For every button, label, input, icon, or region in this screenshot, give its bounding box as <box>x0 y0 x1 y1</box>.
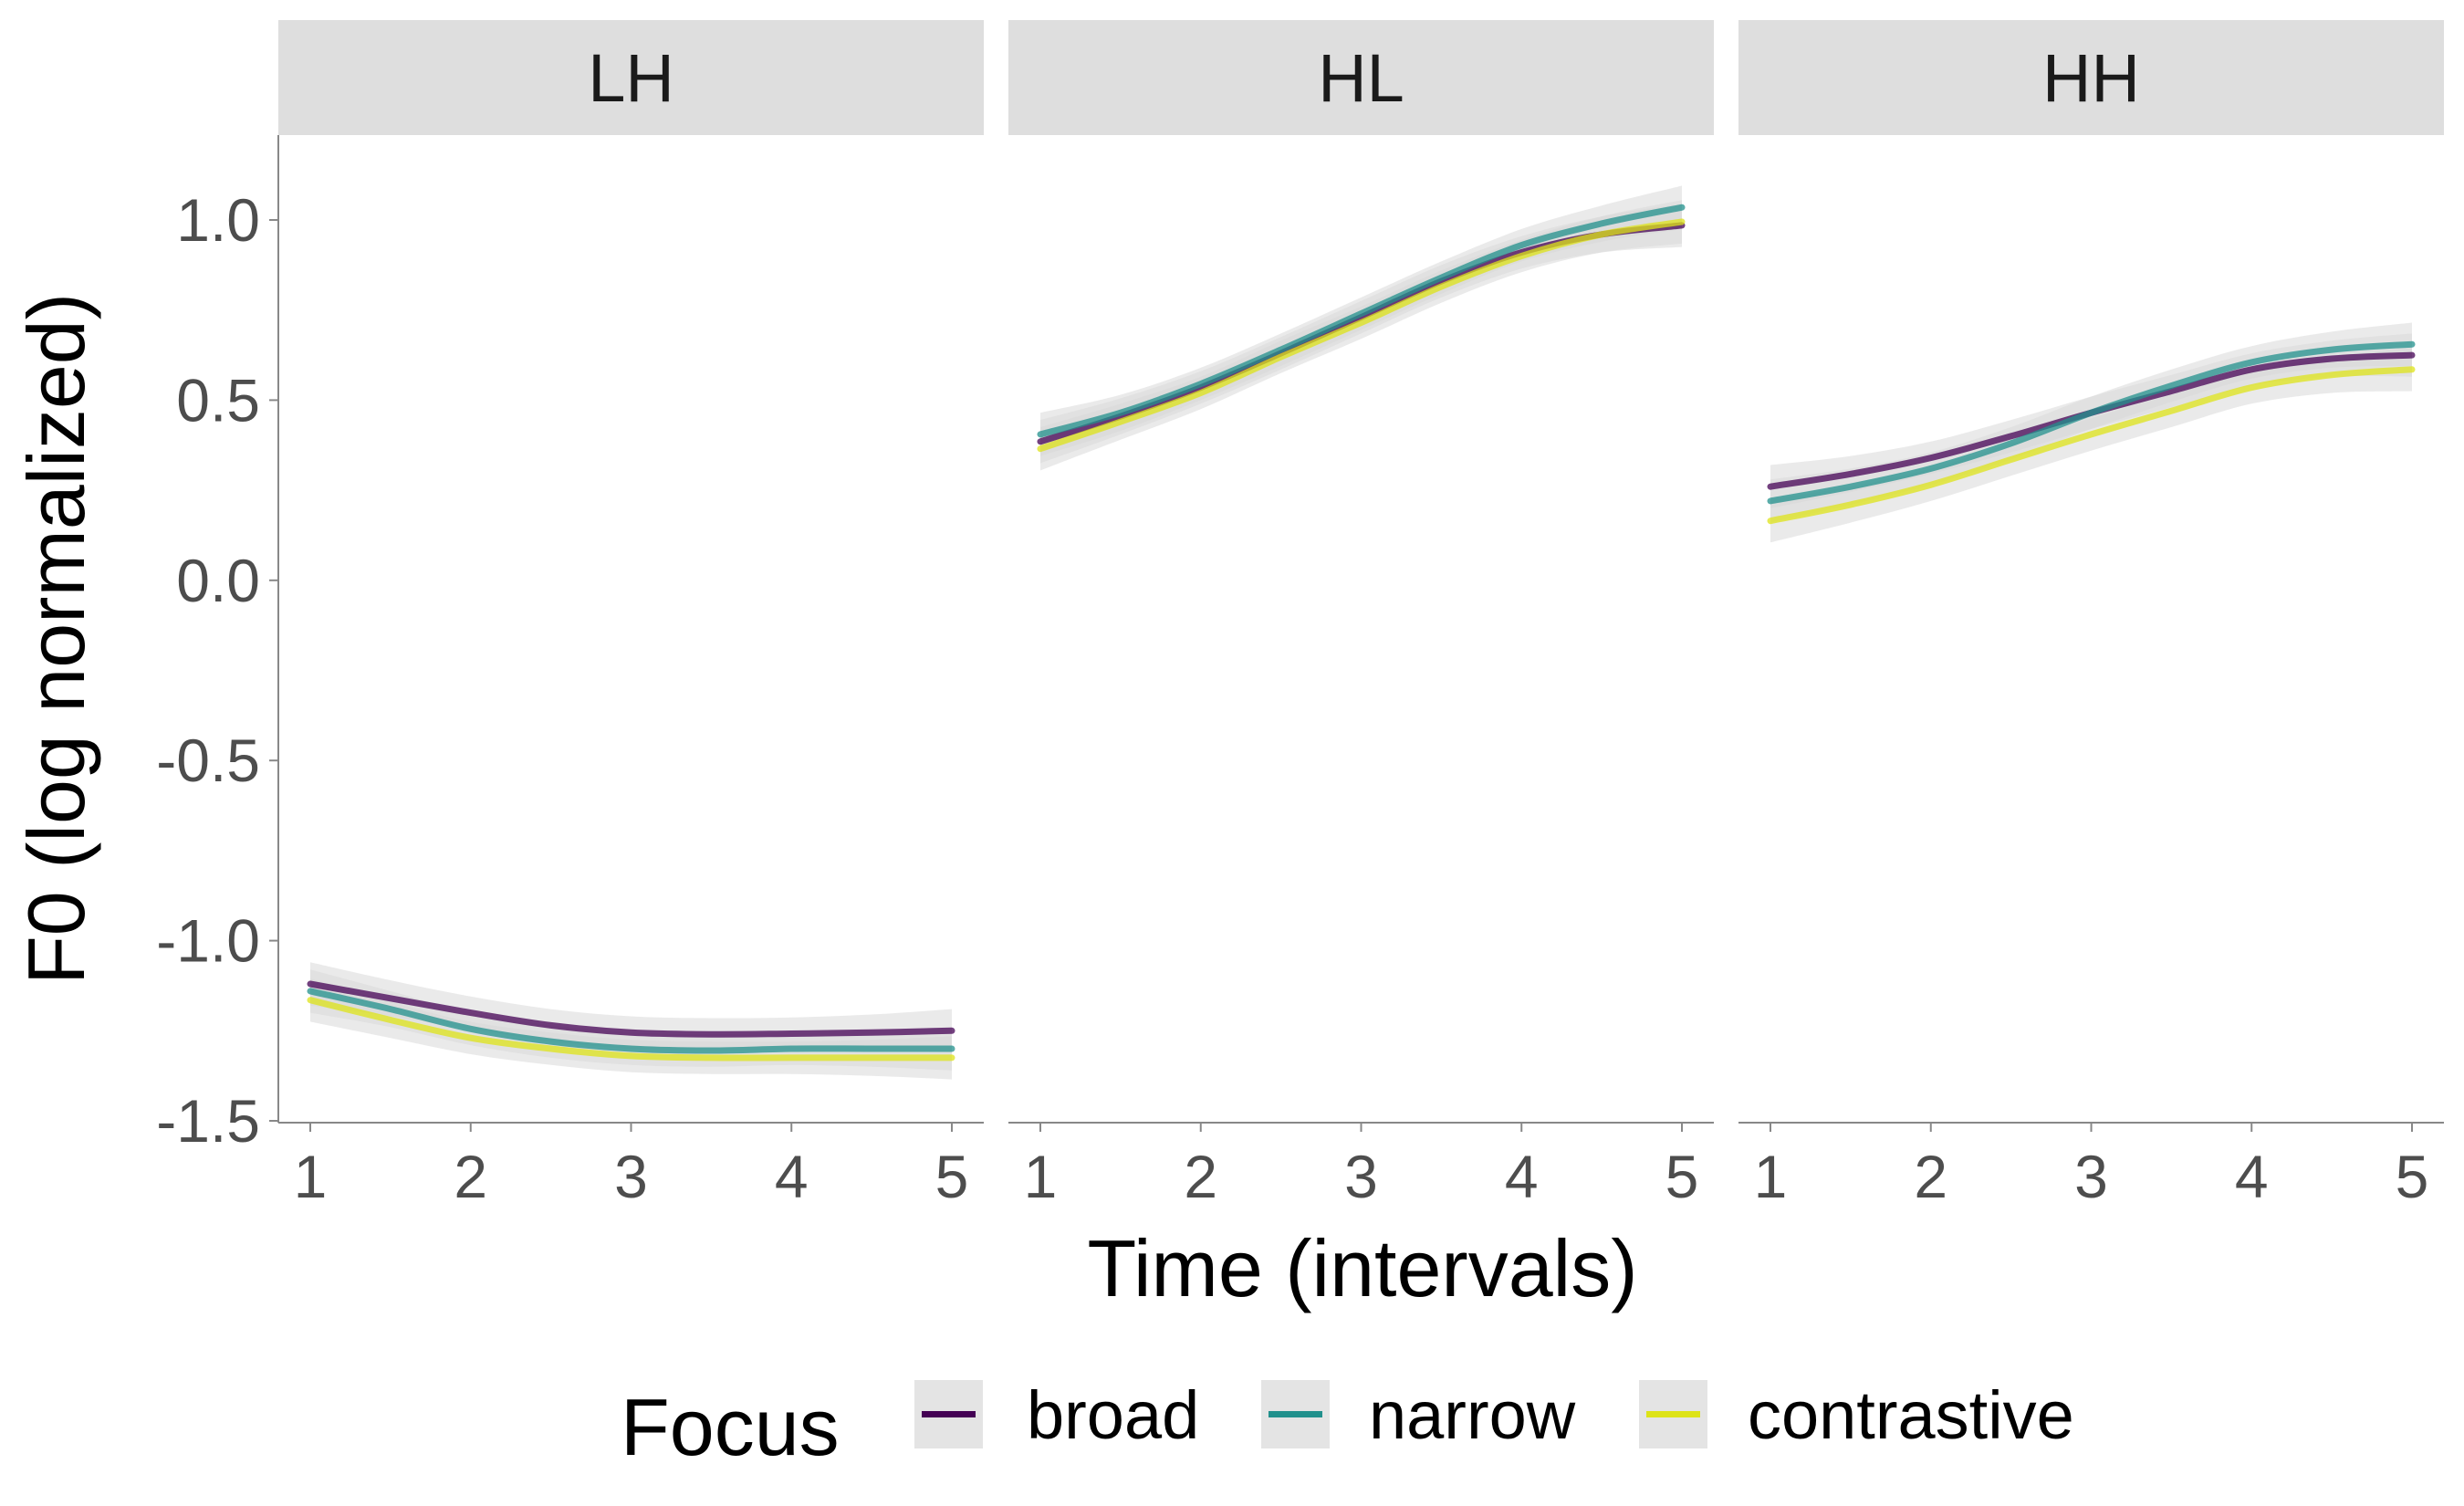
facet-label: HH <box>2042 40 2140 116</box>
confidence-band-contrastive <box>1770 348 2412 543</box>
y-tick-label: -1.0 <box>156 907 260 975</box>
series-line-contrastive <box>1767 366 2416 525</box>
series-line-contrastive <box>307 997 955 1062</box>
y-tick-label: 0.0 <box>176 547 260 614</box>
legend-item-broad: broad <box>914 1377 1199 1453</box>
confidence-band-contrastive <box>1040 200 1682 471</box>
confidence-band-broad <box>310 962 952 1052</box>
panel-hh <box>1767 322 2416 543</box>
x-tick-label: 2 <box>1184 1143 1217 1210</box>
x-tick-label: 4 <box>775 1143 809 1210</box>
x-tick-label: 5 <box>935 1143 969 1210</box>
legend-label: broad <box>1027 1377 1199 1453</box>
legend-item-narrow: narrow <box>1261 1377 1576 1453</box>
x-tick-label: 2 <box>1914 1143 1947 1210</box>
series-line-contrastive <box>1037 218 1686 453</box>
y-tick-label: 0.5 <box>176 366 260 434</box>
y-axis: 1.0 0.5 0.0 -0.5 -1.0 -1.5 <box>156 135 279 1155</box>
legend-item-contrastive: contrastive <box>1639 1377 2074 1453</box>
x-tick-label: 3 <box>1344 1143 1378 1210</box>
series-line-broad <box>307 980 955 1038</box>
x-tick-label: 1 <box>1024 1143 1058 1210</box>
y-tick-label: -0.5 <box>156 727 260 794</box>
y-tick-label: -1.5 <box>156 1087 260 1155</box>
x-tick-label: 2 <box>454 1143 487 1210</box>
facet-label: HL <box>1318 40 1404 116</box>
x-tick-label: 1 <box>294 1143 328 1210</box>
panel-lh <box>307 962 955 1080</box>
facet-strip-lh <box>278 20 984 135</box>
y-axis-title: F0 (log normalized) <box>11 293 101 985</box>
x-axis-title: Time (intervals) <box>1087 1223 1637 1313</box>
x-tick-label: 3 <box>614 1143 648 1210</box>
facet-strip-hh <box>1738 20 2444 135</box>
facet-panels <box>307 185 2416 1080</box>
x-tick-label: 3 <box>2074 1143 2108 1210</box>
x-tick-label: 4 <box>1505 1143 1539 1210</box>
facet-strip-hl <box>1008 20 1714 135</box>
facet-label: LH <box>588 40 674 116</box>
series-line-narrow <box>1037 204 1686 438</box>
panel-hl <box>1037 185 1686 471</box>
x-tick-label: 4 <box>2235 1143 2269 1210</box>
y-tick-label: 1.0 <box>176 186 260 254</box>
facet-strips: LH HL HH <box>278 20 2444 135</box>
legend-title: Focus <box>621 1382 840 1472</box>
x-tick-label: 5 <box>1665 1143 1699 1210</box>
series-line-narrow <box>307 988 955 1054</box>
x-tick-label: 1 <box>1754 1143 1788 1210</box>
legend: Focus broad narrow contrastive <box>621 1377 2074 1472</box>
confidence-band-contrastive <box>310 978 952 1080</box>
series-line-narrow <box>1767 340 2416 505</box>
x-tick-label: 5 <box>2396 1143 2429 1210</box>
legend-label: narrow <box>1369 1377 1576 1453</box>
legend-label: contrastive <box>1748 1377 2074 1453</box>
